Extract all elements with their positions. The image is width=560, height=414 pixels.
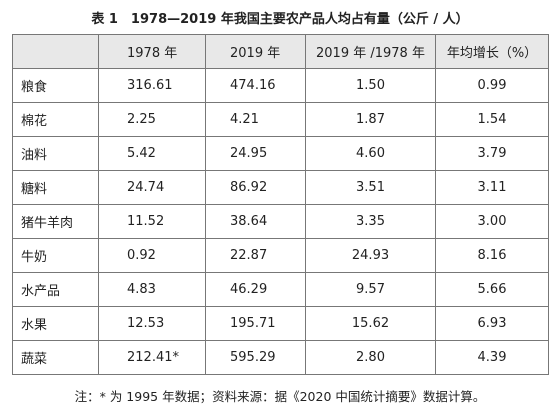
header-row: 1978 年 2019 年 2019 年 /1978 年年均增长（%）	[12, 34, 549, 69]
table-cell: 2.25	[98, 102, 206, 137]
table-cell: 8.16	[435, 238, 549, 273]
data-table: 1978 年 2019 年 2019 年 /1978 年年均增长（%） 粮食 316.…	[12, 34, 549, 375]
table-cell: 1.54	[435, 102, 549, 137]
table-row: 糖料 24.74 86.92 3.51 3.11	[12, 170, 549, 205]
table-cell: 15.62	[305, 306, 436, 341]
column-header: 2019 年	[205, 34, 306, 69]
table-cell: 5.42	[98, 136, 206, 171]
column-header: 2019 年 /1978 年	[305, 34, 436, 69]
table-cell: 3.79	[435, 136, 549, 171]
table-row: 油料 5.42 24.95 4.60 3.79	[12, 136, 549, 171]
table-cell: 0.99	[435, 68, 549, 103]
table-cell: 1.50	[305, 68, 436, 103]
table-cell: 3.51	[305, 170, 436, 205]
table-cell: 6.93	[435, 306, 549, 341]
table-cell: 24.93	[305, 238, 436, 273]
table-cell: 9.57	[305, 272, 436, 307]
column-header	[12, 34, 99, 69]
table-row: 蔬菜 212.41* 595.29 2.80 4.39	[12, 340, 549, 375]
table-cell: 24.74	[98, 170, 206, 205]
table-cell: 油料	[12, 136, 99, 171]
table-cell: 4.21	[205, 102, 306, 137]
table-row: 水果 12.53 195.71 15.62 6.93	[12, 306, 549, 341]
table-cell: 蔬菜	[12, 340, 99, 375]
table-cell: 24.95	[205, 136, 306, 171]
table-cell: 212.41*	[98, 340, 206, 375]
table-cell: 38.64	[205, 204, 306, 239]
table-cell: 3.11	[435, 170, 549, 205]
column-header: 年均增长（%）	[435, 34, 549, 69]
table-row: 棉花 2.25 4.21 1.87 1.54	[12, 102, 549, 137]
table-cell: 195.71	[205, 306, 306, 341]
table-cell: 4.60	[305, 136, 436, 171]
table-body: 粮食 316.61 474.16 1.50 0.99 棉花 2.25 4.21 1.87 1.54…	[12, 68, 549, 375]
table-cell: 2.80	[305, 340, 436, 375]
column-header: 1978 年	[98, 34, 206, 69]
table-cell: 316.61	[98, 68, 206, 103]
table-cell: 牛奶	[12, 238, 99, 273]
table-row: 水产品 4.83 46.29 9.57 5.66	[12, 272, 549, 307]
table-cell: 11.52	[98, 204, 206, 239]
footnote: 注：* 为 1995 年数据；资料来源：据《2020 中国统计摘要》数据计算。	[74, 389, 486, 404]
table-cell: 猪牛羊肉	[12, 204, 99, 239]
table-cell: 4.83	[98, 272, 206, 307]
table-title: 表 1 1978—2019 年我国主要农产品人均占有量（公斤 / 人）	[91, 12, 469, 27]
table-cell: 4.39	[435, 340, 549, 375]
table-cell: 22.87	[205, 238, 306, 273]
table-cell: 水产品	[12, 272, 99, 307]
table-cell: 棉花	[12, 102, 99, 137]
table-row: 猪牛羊肉 11.52 38.64 3.35 3.00	[12, 204, 549, 239]
table-cell: 46.29	[205, 272, 306, 307]
table-cell: 86.92	[205, 170, 306, 205]
table-cell: 糖料	[12, 170, 99, 205]
table-cell: 474.16	[205, 68, 306, 103]
table-cell: 0.92	[98, 238, 206, 273]
table-cell: 5.66	[435, 272, 549, 307]
table-row: 牛奶 0.92 22.87 24.93 8.16	[12, 238, 549, 273]
table-cell: 595.29	[205, 340, 306, 375]
table-cell: 3.00	[435, 204, 549, 239]
table-row: 粮食 316.61 474.16 1.50 0.99	[12, 68, 549, 103]
table-cell: 12.53	[98, 306, 206, 341]
table-cell: 水果	[12, 306, 99, 341]
table-cell: 粮食	[12, 68, 99, 103]
table-cell: 1.87	[305, 102, 436, 137]
table-cell: 3.35	[305, 204, 436, 239]
